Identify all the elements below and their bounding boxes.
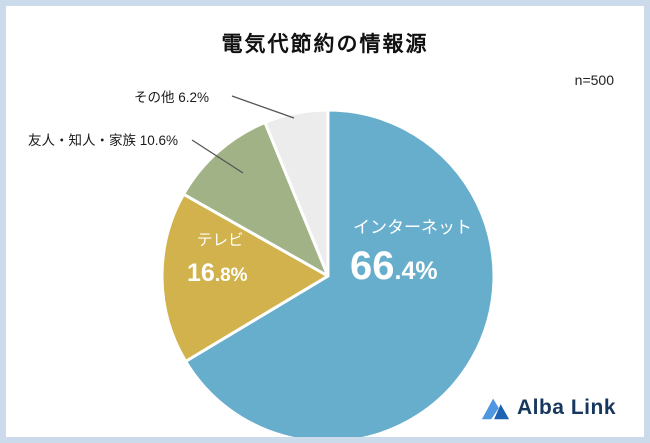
callout-other-text: その他 [134,90,175,105]
slice-pct-internet-sub: .4% [394,257,438,285]
callout-friends-text: 友人・知人・家族 [28,133,136,148]
sample-size: n=500 [574,72,614,88]
alba-link-logo-icon [481,398,510,420]
slice-pct-tv-sub: .8% [214,265,248,286]
slice-pct-tv: 16.8% [187,259,248,288]
leader-line-friends [191,139,244,174]
slice-label-internet: インターネット [353,218,472,237]
callout-label-friends: 友人・知人・家族 10.6% [28,129,178,149]
pie-slice-2 [182,120,330,278]
slice-pct-internet-main: 66 [350,244,395,288]
pie-slices-group [160,108,496,437]
chart-title: 電気代節約の情報源 [221,33,429,56]
leader-line-other [231,95,295,119]
callout-other-pct: 6.2% [178,90,210,105]
logo-triangle-dark [494,404,510,420]
slice-label-tv: テレビ [197,232,244,249]
leader-lines [191,95,295,174]
slice-pct-internet: 66.4% [350,244,438,289]
callout-label-other: その他 6.2% [134,86,209,106]
pie-slice-1 [160,192,330,363]
pie-slice-3 [263,108,330,278]
logo-triangle-light [481,398,499,420]
pie-slice-0 [184,108,496,437]
pie-chart [160,95,496,437]
alba-link-logo-text: Alba Link [516,396,616,419]
callout-friends-pct: 10.6% [139,133,179,148]
slice-pct-tv-main: 16 [187,259,215,287]
alba-link-logo: Alba Link [480,395,616,421]
